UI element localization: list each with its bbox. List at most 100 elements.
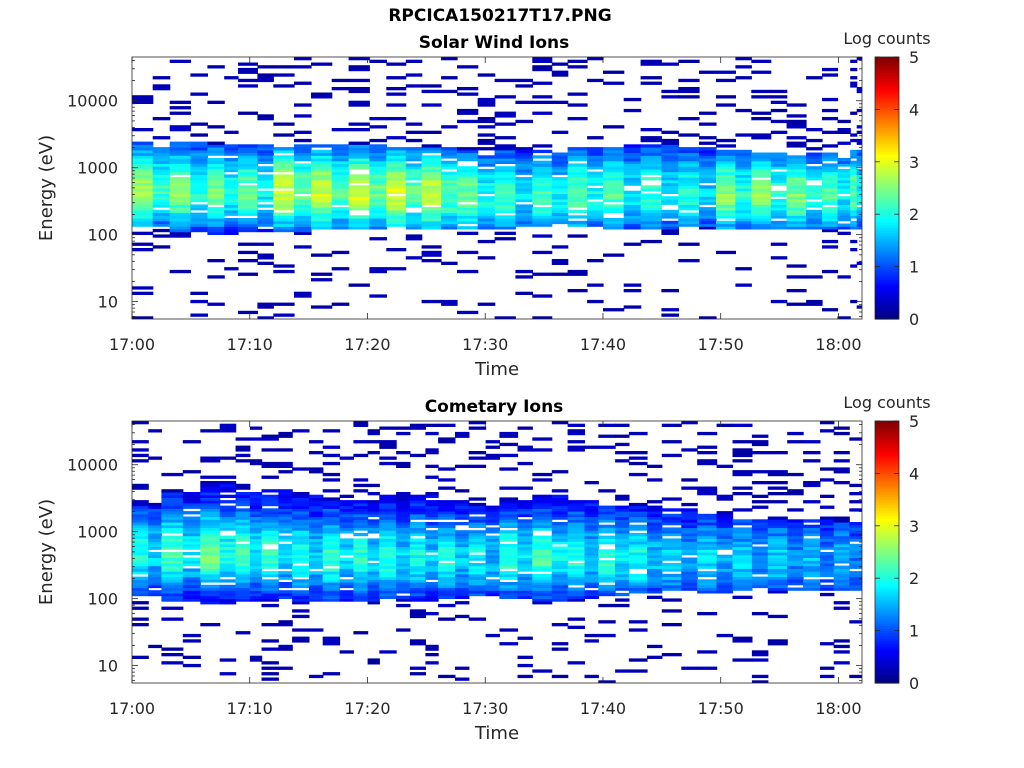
spectrogram-cell	[353, 546, 369, 550]
spectrogram-cell	[238, 272, 258, 276]
spectrogram-cell	[353, 453, 369, 458]
spectrogram-cell	[716, 188, 736, 192]
spectrogram-cell	[770, 215, 788, 219]
spectrogram-cell	[425, 554, 439, 558]
spectrogram-cell	[603, 182, 625, 186]
spectrogram-cell	[477, 133, 496, 137]
spectrogram-cell	[598, 489, 616, 493]
spectrogram-cell	[182, 524, 201, 528]
spectrogram-cell	[278, 448, 293, 452]
spectrogram-cell	[322, 538, 341, 542]
spectrogram-cell	[421, 89, 442, 94]
spectrogram-cell	[438, 546, 456, 550]
spectrogram-cell	[567, 598, 585, 602]
spectrogram-cell	[311, 278, 333, 282]
spectrogram-cell	[468, 584, 487, 589]
spectrogram-cell	[477, 73, 496, 77]
spectrogram-cell	[485, 571, 500, 575]
spectrogram-cell	[353, 505, 369, 509]
spectrogram-cell	[532, 595, 553, 599]
spectrogram-cell	[249, 535, 263, 539]
spectrogram-cell	[735, 160, 752, 164]
spectrogram-cell	[494, 182, 516, 186]
colorbar-segment	[875, 198, 899, 202]
spectrogram-cell	[292, 568, 310, 572]
spectrogram-cell	[379, 560, 397, 564]
spectrogram-cell	[235, 483, 251, 488]
spectrogram-cell	[224, 212, 239, 216]
spectrogram-cell	[200, 497, 221, 501]
spectrogram-cell	[331, 223, 350, 227]
spectrogram-cell	[735, 218, 752, 222]
spectrogram-cell	[425, 532, 439, 537]
spectrogram-cell	[786, 207, 807, 211]
spectrogram-cell	[532, 111, 553, 115]
spectrogram-cell	[455, 677, 470, 681]
x-tick-label: 17:40	[580, 335, 626, 354]
spectrogram-cell	[421, 84, 442, 88]
spectrogram-cell	[532, 177, 553, 181]
spectrogram-cell	[425, 584, 439, 589]
spectrogram-cell	[386, 136, 407, 140]
spectrogram-cell	[322, 535, 341, 539]
spectrogram-cell	[261, 500, 279, 504]
colorbar-segment	[875, 75, 899, 79]
spectrogram-cell	[207, 185, 225, 189]
spectrogram-cell	[152, 228, 171, 233]
spectrogram-cell	[235, 508, 251, 512]
spectrogram-cell	[551, 272, 569, 276]
spectrogram-cell	[152, 212, 171, 216]
spectrogram-cell	[517, 502, 533, 507]
spectrogram-cell	[598, 535, 616, 539]
spectrogram-cell	[732, 508, 753, 512]
spectrogram-cell	[697, 516, 718, 520]
spectrogram-cell	[485, 573, 500, 578]
spectrogram-cell	[856, 182, 862, 186]
colorbar-segment	[875, 292, 899, 297]
spectrogram-cell	[132, 174, 154, 178]
colorbar-segment	[875, 284, 899, 289]
spectrogram-cell	[485, 445, 500, 449]
spectrogram-cell	[257, 190, 274, 194]
spectrogram-cell	[190, 177, 208, 181]
spectrogram-cell	[732, 573, 753, 578]
spectrogram-cell	[238, 62, 258, 66]
spectrogram-cell	[405, 138, 423, 143]
spectrogram-cell	[735, 207, 752, 211]
colorbar-segment	[875, 308, 899, 312]
spectrogram-cell	[567, 117, 588, 121]
colorbar-segment	[875, 457, 899, 461]
spectrogram-cell	[311, 212, 333, 216]
spectrogram-cell	[485, 562, 500, 567]
spectrogram-cell	[425, 502, 439, 507]
spectrogram-cell	[339, 560, 354, 564]
spectrogram-cell	[822, 207, 839, 211]
spectrogram-cell	[339, 538, 354, 542]
spectrogram-cell	[292, 614, 310, 619]
spectrogram-cell	[661, 609, 682, 613]
spectrogram-cell	[292, 538, 310, 542]
spectrogram-cell	[182, 532, 201, 537]
spectrogram-cell	[386, 147, 407, 151]
spectrogram-cell	[152, 174, 171, 178]
spectrogram-cell	[294, 155, 312, 159]
spectrogram-cell	[409, 642, 426, 646]
spectrogram-cell	[587, 259, 604, 263]
spectrogram-cell	[567, 190, 588, 194]
spectrogram-cell	[567, 201, 588, 205]
spectrogram-cell	[339, 562, 354, 567]
spectrogram-cell	[494, 111, 516, 115]
spectrogram-cell	[628, 560, 648, 564]
spectrogram-cell	[379, 582, 397, 586]
spectrogram-cell	[249, 530, 263, 534]
spectrogram-cell	[219, 483, 237, 488]
spectrogram-cell	[751, 565, 769, 569]
spectrogram-cell	[477, 179, 496, 184]
spectrogram-cell	[647, 519, 663, 523]
spectrogram-cell	[182, 502, 201, 507]
spectrogram-cell	[494, 220, 516, 225]
spectrogram-cell	[661, 185, 679, 189]
spectrogram-cell	[396, 500, 411, 504]
spectrogram-cell	[238, 193, 258, 197]
spectrogram-cell	[438, 522, 456, 526]
